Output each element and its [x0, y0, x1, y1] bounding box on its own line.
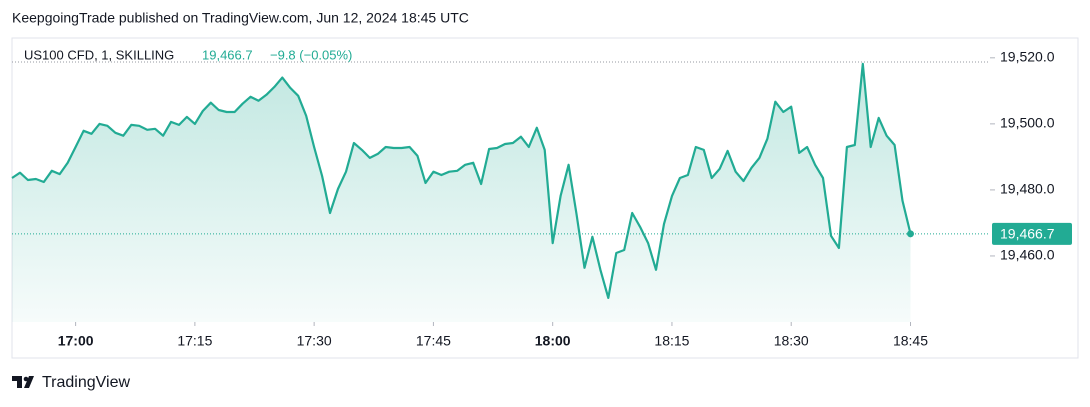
y-tick-label: 19,500.0: [1000, 115, 1055, 131]
x-tick-label: 17:45: [416, 333, 451, 349]
logo: [12, 376, 34, 388]
area-fill: [12, 63, 911, 323]
plot-area: 19,460.0 19,480.0 19,500.0 19,520.0 17:00 17:…: [11, 49, 1072, 349]
x-tick-label: 18:30: [774, 333, 809, 349]
x-tick-label: 18:00: [535, 333, 571, 349]
y-tick-label: 19,480.0: [1000, 181, 1055, 197]
symbol: US100 CFD, 1, SKILLING: [24, 47, 174, 62]
x-tick-label: 17:00: [58, 333, 94, 349]
last-price-tag: [992, 222, 1072, 245]
last-point: [906, 230, 914, 238]
x-tick-label: 17:30: [297, 333, 332, 349]
footer: TradingView: [42, 374, 130, 391]
change: −9.8 (−0.05%): [270, 47, 352, 62]
x-tick-label: 18:15: [654, 333, 689, 349]
price-line: [11, 62, 912, 299]
header: KeepgoingTrade published on TradingView.…: [12, 10, 469, 26]
last-price-tag-label: 19,466.7: [1000, 226, 1055, 242]
last-price: 19,466.7: [202, 47, 253, 62]
x-tick-label: 17:15: [177, 333, 212, 349]
y-tick-label: 19,460.0: [1000, 247, 1055, 263]
y-tick-label: 19,520.0: [1000, 49, 1055, 65]
x-tick-label: 18:45: [893, 333, 928, 349]
